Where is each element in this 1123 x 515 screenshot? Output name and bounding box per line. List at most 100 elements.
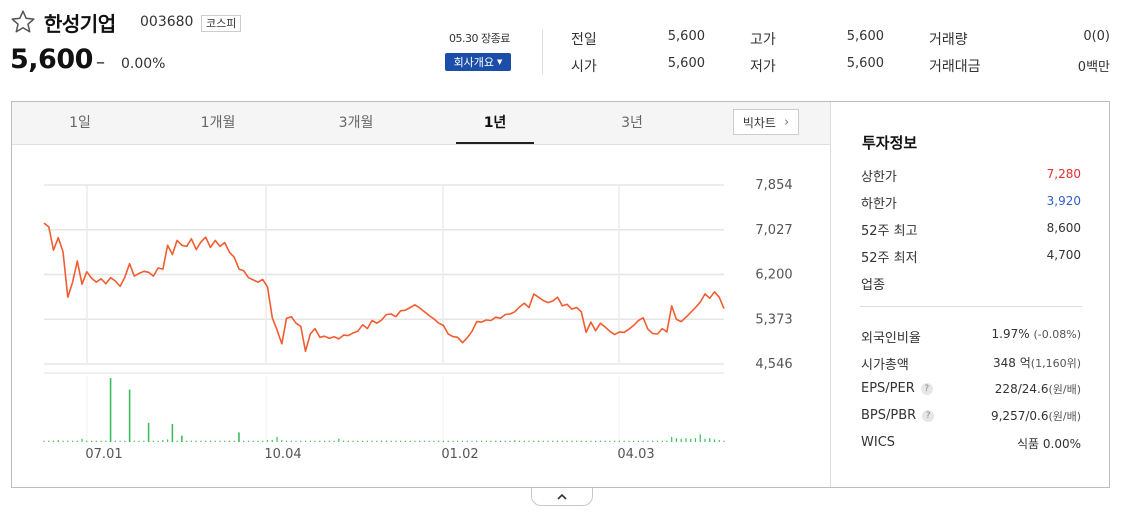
volume-bar xyxy=(214,440,216,442)
volume-bar xyxy=(575,440,578,442)
help-icon[interactable]: ? xyxy=(920,383,933,395)
tab-3year[interactable]: 3년 xyxy=(621,115,643,131)
volume-bar xyxy=(281,440,283,442)
volume-bar xyxy=(637,440,640,442)
volume-bar xyxy=(186,440,188,442)
volume-bar xyxy=(542,440,544,442)
eps-per-number: 228/24.6 xyxy=(994,382,1049,396)
bps-pbr-text: BPS/PBR xyxy=(861,408,917,423)
favorite-star-icon[interactable] xyxy=(10,9,36,35)
volume-bar xyxy=(518,440,521,442)
volume-bar xyxy=(618,440,620,442)
company-overview-button[interactable]: 회사개요 ▼ xyxy=(445,53,511,71)
volume-bar xyxy=(404,440,406,442)
volume-bar xyxy=(499,440,502,442)
collapse-button[interactable] xyxy=(531,488,593,506)
volume-bar xyxy=(647,440,649,442)
foreign-ratio-change: (-0.08%) xyxy=(1033,328,1082,341)
company-overview-label: 회사개요 xyxy=(453,56,495,69)
volume-bar xyxy=(252,440,254,442)
volume-bar xyxy=(167,439,169,442)
volume-bar xyxy=(723,440,725,442)
invest-info-title: 투자정보 xyxy=(862,134,918,152)
52week-high-value: 8,600 xyxy=(1046,221,1081,235)
y-axis-labels: 7,854 7,027 6,200 5,373 4,546 xyxy=(755,178,792,372)
x-tick-label: 01.02 xyxy=(441,447,478,462)
volume-bar xyxy=(304,440,307,442)
chevron-right-icon: › xyxy=(783,114,790,130)
volume-bar xyxy=(95,440,97,442)
quote-value-open: 5,600 xyxy=(667,56,705,71)
volume-bar xyxy=(442,440,445,442)
volume-bar xyxy=(680,438,682,442)
volume-bar xyxy=(290,440,292,442)
volume-bar xyxy=(109,378,112,442)
bigchart-button[interactable]: 빅차트 › xyxy=(733,109,799,135)
help-icon[interactable]: ? xyxy=(922,410,935,422)
tab-1year[interactable]: 1년 xyxy=(483,115,507,131)
tab-3month[interactable]: 3개월 xyxy=(338,115,374,131)
volume-bar xyxy=(133,440,135,442)
tab-1day[interactable]: 1일 xyxy=(69,115,91,131)
volume-bar xyxy=(347,440,349,442)
bps-pbr-value: 9,257/0.6(원/배) xyxy=(991,408,1081,424)
x-tick-label: 04.03 xyxy=(617,447,654,462)
eps-per-value: 228/24.6(원/배) xyxy=(995,381,1081,397)
volume-bar xyxy=(76,440,78,442)
volume-bar xyxy=(604,440,606,442)
x-tick-label: 07.01 xyxy=(85,447,122,462)
chart-grid xyxy=(44,184,724,444)
foreign-ratio-value: 1.97% (-0.08%) xyxy=(992,327,1081,341)
volume-bar xyxy=(105,440,107,442)
volume-bar xyxy=(67,440,69,442)
x-tick-label: 10.04 xyxy=(264,447,301,462)
volume-bar xyxy=(447,440,449,442)
volume-bar xyxy=(209,440,212,442)
volume-bar xyxy=(100,440,102,442)
volume-bar xyxy=(48,440,50,442)
volume-bar xyxy=(52,440,55,442)
volume-bar xyxy=(471,440,473,442)
upper-limit-label: 상한가 xyxy=(861,170,897,185)
volume-bar xyxy=(423,440,426,442)
volume-bar xyxy=(675,438,678,442)
volume-bar xyxy=(685,438,687,442)
foreign-ratio-label: 외국인비율 xyxy=(861,331,921,346)
volume-bar xyxy=(57,440,59,442)
volume-bar xyxy=(709,438,711,442)
volume-bar xyxy=(43,440,45,442)
stock-name: 한성기업 xyxy=(44,12,116,36)
volume-bar xyxy=(238,432,240,442)
y-tick-label: 4,546 xyxy=(755,357,792,372)
price-line xyxy=(43,222,725,353)
volume-bar xyxy=(556,440,559,442)
volume-bar xyxy=(152,440,154,442)
volume-bar xyxy=(514,440,516,442)
volume-bar xyxy=(224,440,226,442)
market-badge: 코스피 xyxy=(201,15,242,32)
quote-label-high: 고가 xyxy=(750,32,776,48)
volume-bar xyxy=(147,422,150,442)
lower-limit-value: 3,920 xyxy=(1046,194,1081,208)
volume-bar xyxy=(114,440,116,442)
volume-bar xyxy=(590,440,592,442)
volume-bar xyxy=(243,440,245,442)
volume-bar xyxy=(476,440,478,442)
volume-bar xyxy=(228,440,231,442)
price-chart[interactable]: 7,854 7,027 6,200 5,373 4,546 07.01 10.04 01.0… xyxy=(12,146,830,486)
quote-label-low: 저가 xyxy=(750,59,776,75)
wics-value: 식품 0.00% xyxy=(1016,437,1081,451)
volume-bar xyxy=(219,440,221,442)
tab-1month[interactable]: 1개월 xyxy=(200,115,236,131)
volume-bar xyxy=(319,440,321,442)
volume-bar xyxy=(90,440,93,442)
foreign-ratio-number: 1.97% xyxy=(991,327,1030,341)
volume-bar xyxy=(266,440,269,442)
eps-per-text: EPS/PER xyxy=(861,381,915,396)
wics-label: WICS xyxy=(861,435,896,450)
quote-value-trading-value: 0백만 xyxy=(1077,60,1110,75)
volume-bar xyxy=(614,440,616,442)
volume-bar xyxy=(409,440,411,442)
market-status: 05.30 장종료 xyxy=(449,32,510,45)
active-tab-indicator xyxy=(456,142,534,144)
